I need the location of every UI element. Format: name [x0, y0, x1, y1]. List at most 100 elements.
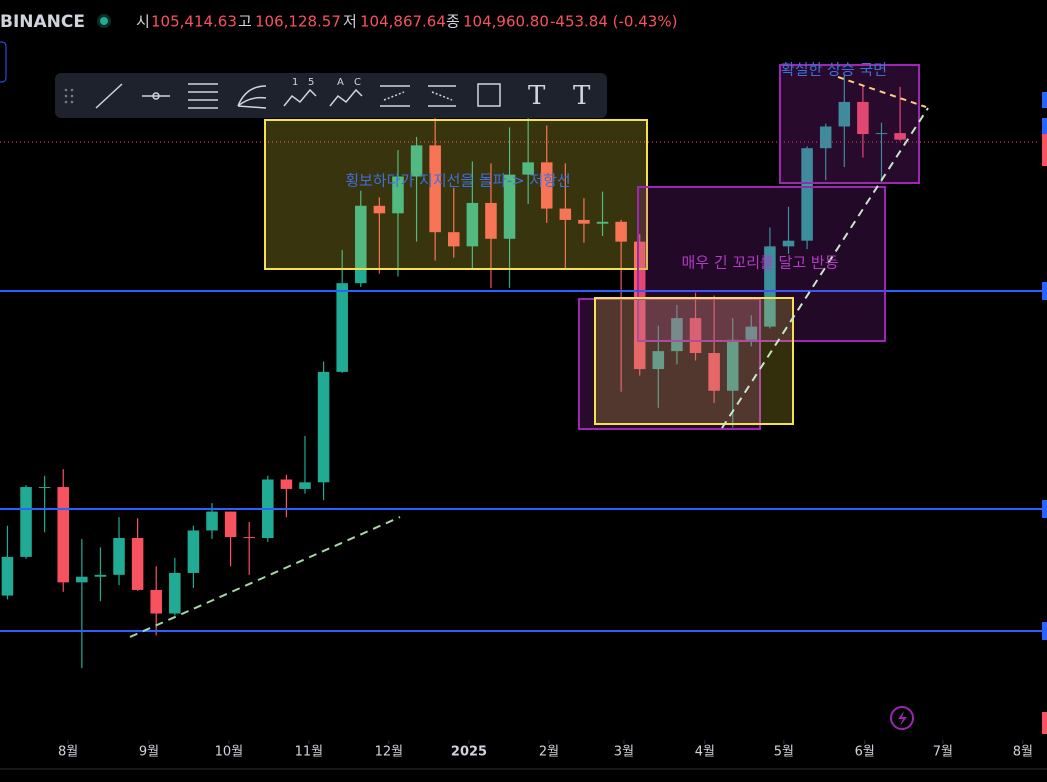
candle-body [57, 487, 69, 583]
candle-body [187, 530, 200, 573]
candle-body [336, 283, 348, 372]
tool-text[interactable]: T [528, 81, 546, 111]
candle-body [38, 487, 51, 489]
axis-marker [1042, 282, 1047, 300]
candle-body [522, 162, 534, 175]
ohlc-label: 시 [136, 13, 150, 31]
annotation: 확실한 상승 국면 [781, 61, 887, 79]
candle-body [857, 101, 869, 135]
candle-body [875, 133, 888, 135]
tool-label: C [354, 77, 361, 88]
tool-label: 5 [308, 77, 314, 88]
candle-body [392, 176, 404, 214]
x-tick-label: 9월 [139, 745, 159, 760]
candle-body [894, 133, 906, 140]
tool-pattern[interactable] [329, 88, 363, 107]
candle-body [373, 205, 386, 214]
candle-body [169, 572, 181, 614]
candle-body [94, 574, 107, 577]
candle-body [317, 371, 330, 483]
tool-trendline[interactable] [95, 83, 123, 109]
drawing-toolbar: 1 5 A C T T [55, 73, 607, 118]
zone-box [578, 298, 761, 430]
candle-body [782, 240, 795, 247]
candle-body [745, 326, 758, 340]
x-tick-label: 6월 [855, 745, 875, 760]
alert-button[interactable] [890, 706, 914, 730]
x-tick-label: 8월 [1013, 745, 1033, 760]
candle-body [355, 205, 367, 284]
tool-rectangle[interactable] [477, 83, 501, 107]
tool-pitchfork[interactable] [237, 85, 267, 109]
zone-box [594, 297, 794, 425]
annotation: 횡보하다가 지지선을 돌파-> 저항선 [345, 172, 571, 190]
axis-marker [1042, 92, 1047, 108]
candle-body [447, 232, 460, 247]
x-tick-label: 10월 [215, 745, 244, 760]
ohlc-value: 104,960.80 [463, 13, 549, 31]
axis-marker [1042, 622, 1047, 640]
candle-body [20, 487, 32, 557]
ohlc-label: 저 [343, 13, 357, 31]
annotation: 매우 긴 꼬리를 달고 반등 [681, 254, 838, 272]
candle-body [76, 576, 88, 583]
trend-line [721, 107, 929, 429]
candle-body [671, 318, 683, 352]
tool-anchored-text[interactable]: T [573, 81, 591, 111]
candle-body [689, 318, 702, 354]
ohlc-value: 106,128.57 [255, 13, 341, 31]
x-tick-label: 4월 [695, 745, 715, 760]
candle-body [596, 221, 609, 224]
candle-body [150, 589, 162, 614]
status-dot [100, 17, 108, 25]
candle-body [113, 538, 125, 575]
candle-body [299, 482, 311, 489]
x-tick-label: 12월 [375, 745, 404, 760]
candle-body [224, 511, 237, 538]
candle-body [466, 202, 479, 247]
candle-body [726, 339, 739, 391]
candle-body [280, 479, 293, 489]
x-tick-label: 5월 [774, 745, 794, 760]
tool-projection[interactable] [380, 85, 410, 107]
zone-box [264, 119, 648, 270]
candle-body [243, 537, 255, 539]
x-tick-label: 3월 [614, 745, 634, 760]
ohlc-label: 종 [446, 13, 460, 31]
candle-body [615, 221, 627, 242]
tool-fib[interactable] [188, 83, 218, 109]
exchange: BINANCE [0, 12, 85, 32]
candle-body [819, 126, 832, 149]
tool-label: 1 [292, 77, 298, 88]
axis-marker [1042, 500, 1047, 518]
x-tick-label: 2025 [451, 745, 487, 760]
candle-body [410, 145, 423, 177]
candle-body [540, 162, 553, 209]
candle-body [131, 538, 144, 590]
candle-body [485, 202, 497, 239]
candle-body [559, 208, 572, 220]
candle-body [633, 241, 646, 370]
change: -453.84 (-0.43%) [550, 13, 677, 31]
ohlc-value: 105,414.63 [151, 13, 237, 31]
axis-marker [1042, 118, 1047, 134]
trend-line [837, 76, 927, 108]
alert-icon [898, 711, 907, 726]
axis-marker [1042, 134, 1047, 166]
tool-label: A [337, 77, 344, 88]
candle-body [1, 556, 14, 596]
candle-body [652, 351, 665, 370]
x-tick-label: 7월 [933, 745, 953, 760]
candle-body [206, 511, 218, 531]
x-axis: 8월 9월 10월 11월 12월 2025 2월 3월 4월 5월 6월 7월 8월 [58, 740, 1033, 760]
candle-body [503, 174, 516, 239]
zone-box [779, 64, 920, 184]
tool-range[interactable] [428, 85, 456, 107]
tool-pattern[interactable] [283, 88, 317, 107]
x-tick-label: 8월 [58, 745, 78, 760]
candle-body [764, 246, 776, 327]
candle-body [801, 148, 813, 241]
side-button[interactable] [0, 41, 7, 83]
